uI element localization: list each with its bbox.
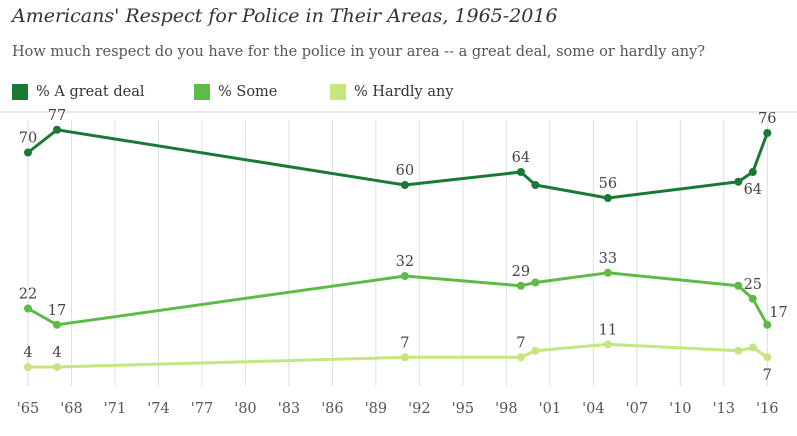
data-point-1-4 <box>531 278 540 287</box>
x-tick-label-2013: '13 <box>713 401 735 417</box>
data-point-1-2 <box>400 272 409 280</box>
data-label-2: 60 <box>396 163 414 179</box>
x-tick-label-1977: '77 <box>191 401 213 417</box>
data-point-0-5 <box>603 194 612 202</box>
data-label-4: 56 <box>599 176 617 192</box>
data-point-0-6 <box>734 177 743 186</box>
data-point-0-4 <box>531 181 540 189</box>
legend-swatch-great-deal <box>12 84 28 100</box>
data-point-2-2 <box>400 353 409 362</box>
data-label-9: 32 <box>396 254 414 270</box>
data-label-0: 70 <box>19 131 37 147</box>
data-point-2-0 <box>24 363 32 371</box>
data-point-2-5 <box>603 340 612 349</box>
data-point-0-8 <box>763 129 772 137</box>
data-label-10: 29 <box>512 264 530 280</box>
x-tick-label-1998: '98 <box>495 401 517 417</box>
data-label-14: 4 <box>23 345 32 361</box>
data-point-1-5 <box>603 268 612 277</box>
data-label-5: 64 <box>744 182 762 198</box>
x-tick-label-2016: '16 <box>756 401 778 417</box>
data-label-19: 7 <box>763 367 772 383</box>
x-tick-label-1986: '86 <box>321 401 343 417</box>
x-tick-label-1971: '71 <box>104 401 126 417</box>
x-tick-label-1968: '68 <box>60 401 82 417</box>
data-point-0-7 <box>748 168 757 176</box>
data-point-1-6 <box>734 281 743 290</box>
data-label-8: 17 <box>48 303 66 319</box>
data-point-2-4 <box>531 346 540 355</box>
data-point-0-3 <box>516 168 525 176</box>
data-point-1-7 <box>748 294 757 303</box>
data-point-0-2 <box>400 181 409 189</box>
x-tick-label-2010: '10 <box>669 401 691 417</box>
x-tick-label-1983: '83 <box>278 401 300 417</box>
data-point-2-8 <box>763 353 772 362</box>
data-point-1-0 <box>24 304 32 313</box>
data-label-13: 17 <box>769 305 787 321</box>
data-label-1: 77 <box>48 108 66 124</box>
x-tick-label-1974: '74 <box>147 401 169 417</box>
data-label-6: 76 <box>758 111 776 127</box>
legend-swatch-hardly-any <box>330 84 346 100</box>
data-point-1-1 <box>52 320 61 329</box>
x-tick-label-1989: '89 <box>365 401 387 417</box>
data-point-0-1 <box>52 125 61 134</box>
data-label-7: 22 <box>19 287 37 303</box>
x-tick-label-2007: '07 <box>626 401 648 417</box>
data-point-2-7 <box>748 343 757 352</box>
legend-label-some: % Some <box>218 84 278 100</box>
x-tick-label-1995: '95 <box>452 401 474 417</box>
legend-swatch-some <box>194 84 210 100</box>
legend-label-hardly-any: % Hardly any <box>354 84 454 100</box>
data-label-3: 64 <box>512 150 530 166</box>
x-tick-label-1980: '80 <box>234 401 256 417</box>
chart-title: Americans' Respect for Police in Their A… <box>12 5 558 27</box>
data-point-1-8 <box>763 320 772 329</box>
data-label-12: 25 <box>744 277 762 293</box>
legend-item-great-deal: % A great deal <box>12 84 145 100</box>
data-label-11: 33 <box>599 251 617 267</box>
data-point-2-3 <box>516 353 525 362</box>
x-tick-label-1965: '65 <box>17 401 39 417</box>
legend: % A great deal % Some % Hardly any <box>12 84 782 104</box>
data-label-17: 7 <box>516 335 525 351</box>
data-label-18: 11 <box>599 322 617 338</box>
data-point-1-3 <box>516 281 525 290</box>
legend-label-great-deal: % A great deal <box>36 84 145 100</box>
x-tick-label-2001: '01 <box>539 401 561 417</box>
chart-subtitle: How much respect do you have for the pol… <box>12 44 706 60</box>
legend-item-some: % Some <box>194 84 277 100</box>
series-line-2 <box>26 342 769 369</box>
x-tick-label-2004: '04 <box>582 401 604 417</box>
data-label-16: 7 <box>400 335 409 351</box>
data-point-0-0 <box>24 148 32 157</box>
data-label-15: 4 <box>52 345 61 361</box>
legend-item-hardly-any: % Hardly any <box>330 84 454 100</box>
data-point-2-6 <box>734 346 743 355</box>
x-tick-label-1992: '92 <box>408 401 430 417</box>
series-line-1 <box>26 271 769 327</box>
data-point-2-1 <box>52 363 61 371</box>
